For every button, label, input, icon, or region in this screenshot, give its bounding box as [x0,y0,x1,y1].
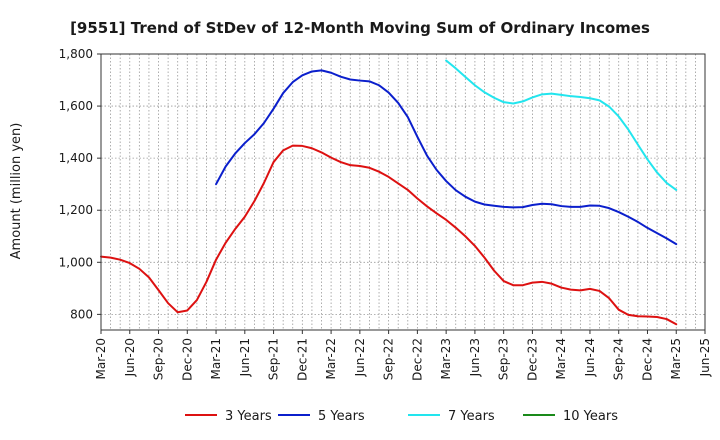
legend-label-7-years: 7 Years [448,409,495,424]
x-tick-label: Mar-25 [669,338,683,379]
y-tick-label: 1,400 [59,151,93,165]
x-tick-label: Sep-20 [152,338,166,380]
x-tick-label: Jun-22 [353,338,367,377]
x-tick-label: Mar-23 [439,338,453,379]
grid [101,53,705,330]
x-tick-label: Mar-20 [94,338,108,379]
x-tick-label: Mar-24 [554,338,568,379]
x-tick-label: Dec-21 [295,338,309,381]
x-tick-label: Jun-20 [123,338,137,377]
legend-label-3-years: 3 Years [225,409,272,424]
series-line-3-years [100,144,678,326]
x-tick-label: Jun-24 [583,338,597,377]
legend-label-5-years: 5 Years [318,409,365,424]
x-tick-label: Dec-23 [525,338,539,381]
x-tick-label: Sep-22 [382,338,396,380]
x-tick-label: Dec-20 [180,338,194,381]
x-tick-label: Sep-23 [497,338,511,380]
legend-label-10-years: 10 Years [563,409,618,424]
y-axis-label: Amount (million yen) [9,123,24,260]
x-tick-label: Jun-23 [468,338,482,377]
y-tick-label: 1,000 [59,255,93,269]
x-tick-label: Dec-22 [410,338,424,381]
x-tick-label: Dec-24 [640,338,654,381]
x-tick-label: Mar-21 [209,338,223,379]
x-tick-label: Mar-22 [324,338,338,379]
y-tick-label: 1,600 [59,99,93,113]
series-line-5-years [215,69,678,246]
x-tick-label: Sep-24 [612,338,626,380]
series-line-7-years [445,59,678,191]
x-axis-ticks: Mar-20 Jun-20 Sep-20 Dec-20 Mar-21 Jun-21 Sep-… [94,330,712,381]
y-tick-label: 1,200 [59,203,93,217]
legend: 3 Years 5 Years 7 Years 10 Years [185,409,618,424]
x-tick-label: Jun-21 [238,338,252,377]
chart-title: [9551] Trend of StDev of 12-Month Moving… [70,19,650,37]
x-tick-label: Sep-21 [267,338,281,380]
y-tick-label: 1,800 [59,47,93,61]
y-axis-ticks: 800 1,000 1,200 1,400 1,600 1,800 [59,47,101,321]
x-tick-label: Jun-25 [698,338,712,377]
plot-frame [100,53,706,331]
series-layer [100,59,678,326]
y-tick-label: 800 [70,307,93,321]
